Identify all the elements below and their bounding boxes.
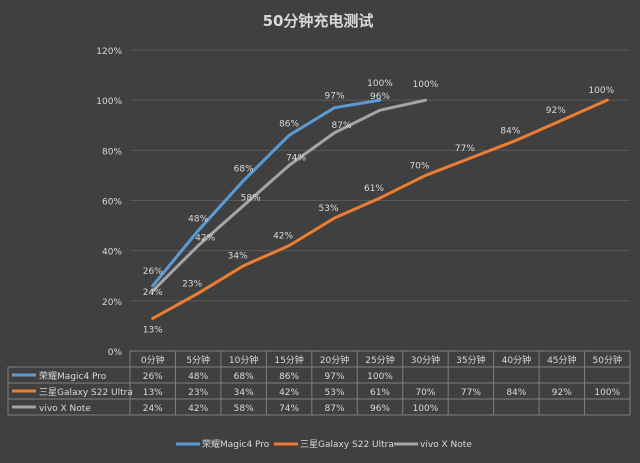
table-cell: 97% — [325, 372, 345, 382]
data-label: 100% — [367, 79, 393, 89]
series-lines — [151, 98, 609, 320]
data-label: 26% — [143, 267, 163, 277]
y-tick-label: 40% — [102, 248, 122, 258]
data-labels: 26% 48% 68% 86% 97% 100% 13% 23% 34% 42% 53% 61% 70%… — [143, 79, 615, 335]
x-tick-label: 15分钟 — [274, 354, 303, 366]
x-tick-label: 20分钟 — [320, 354, 349, 366]
legend-label: vivo X Note — [420, 440, 472, 450]
table-cell: 24% — [143, 404, 163, 414]
data-label: 48% — [188, 215, 208, 225]
y-tick-label: 80% — [102, 147, 122, 157]
data-label: 53% — [319, 204, 339, 214]
table-cell: 77% — [461, 388, 481, 398]
table-cell: 42% — [188, 404, 208, 414]
table-cell: 68% — [234, 372, 254, 382]
data-label: 77% — [455, 144, 475, 154]
table-cell: 87% — [325, 404, 345, 414]
table-cell: 92% — [552, 388, 572, 398]
table-cell: 86% — [279, 372, 299, 382]
y-tick-label: 120% — [96, 47, 122, 57]
y-tick-label: 60% — [102, 198, 122, 208]
table-row-label: 荣耀Magic4 Pro — [39, 370, 107, 382]
data-label: 42% — [195, 234, 215, 244]
table-row-label: vivo X Note — [39, 404, 91, 414]
legend-label: 荣耀Magic4 Pro — [202, 438, 270, 450]
x-tick-label: 35分钟 — [456, 354, 485, 366]
data-label: 86% — [279, 119, 299, 129]
data-label: 61% — [364, 184, 384, 194]
y-axis-ticks: 0% 20% 40% 60% 80% 100% 120% — [96, 47, 122, 358]
data-label: 100% — [588, 86, 614, 96]
data-label: 100% — [413, 80, 439, 90]
x-tick-label: 10分钟 — [229, 354, 258, 366]
table-cell: 42% — [279, 388, 299, 398]
table-cell: 53% — [325, 388, 345, 398]
table-cell: 100% — [413, 404, 439, 414]
data-label: 13% — [143, 325, 163, 335]
table-cell: 13% — [143, 388, 163, 398]
series-line — [151, 98, 427, 293]
x-tick-label: 50分钟 — [593, 354, 622, 366]
x-tick-label: 25分钟 — [365, 354, 394, 366]
table-cell: 23% — [188, 388, 208, 398]
data-label: 70% — [409, 161, 429, 171]
x-tick-label: 0分钟 — [141, 354, 165, 366]
table-cell: 61% — [370, 388, 390, 398]
series-line — [151, 98, 609, 320]
data-label: 68% — [234, 164, 254, 174]
data-table: 0分钟 5分钟 10分钟 15分钟 20分钟 25分钟 30分钟 35分钟 40分钟 45分钟 50… — [7, 350, 631, 416]
table-row-label: 三星Galaxy S22 Ultra — [39, 387, 133, 398]
chart-title: 50分钟充电测试 — [263, 12, 374, 30]
table-cell: 58% — [234, 404, 254, 414]
data-label: 97% — [325, 92, 345, 102]
table-cell: 100% — [594, 388, 620, 398]
x-tick-label: 30分钟 — [411, 354, 440, 366]
y-tick-label: 20% — [102, 298, 122, 308]
table-cell: 48% — [188, 372, 208, 382]
x-tick-label: 40分钟 — [502, 354, 531, 366]
table-cell: 100% — [367, 372, 393, 382]
table-cell: 70% — [415, 388, 435, 398]
data-label: 84% — [500, 126, 520, 136]
table-cell: 96% — [370, 404, 390, 414]
table-cell: 34% — [234, 388, 254, 398]
y-tick-label: 0% — [108, 348, 123, 358]
table-cell: 26% — [143, 372, 163, 382]
data-label: 58% — [241, 194, 261, 204]
x-tick-label: 5分钟 — [186, 354, 210, 366]
series-line — [151, 98, 382, 288]
legend-label: 三星Galaxy S22 Ultra — [300, 439, 394, 450]
y-tick-label: 100% — [96, 97, 122, 107]
data-label: 24% — [143, 288, 163, 298]
data-label: 87% — [332, 121, 352, 131]
x-tick-label: 45分钟 — [547, 354, 576, 366]
table-cell: 74% — [279, 404, 299, 414]
data-label: 74% — [286, 153, 306, 163]
data-label: 92% — [546, 106, 566, 116]
legend: 荣耀Magic4 Pro 三星Galaxy S22 Ultra vivo X Not… — [176, 438, 472, 450]
data-label: 23% — [182, 279, 202, 289]
data-label: 34% — [228, 252, 248, 262]
data-label: 42% — [273, 232, 293, 242]
table-cell: 84% — [506, 388, 526, 398]
data-label: 96% — [370, 92, 390, 102]
